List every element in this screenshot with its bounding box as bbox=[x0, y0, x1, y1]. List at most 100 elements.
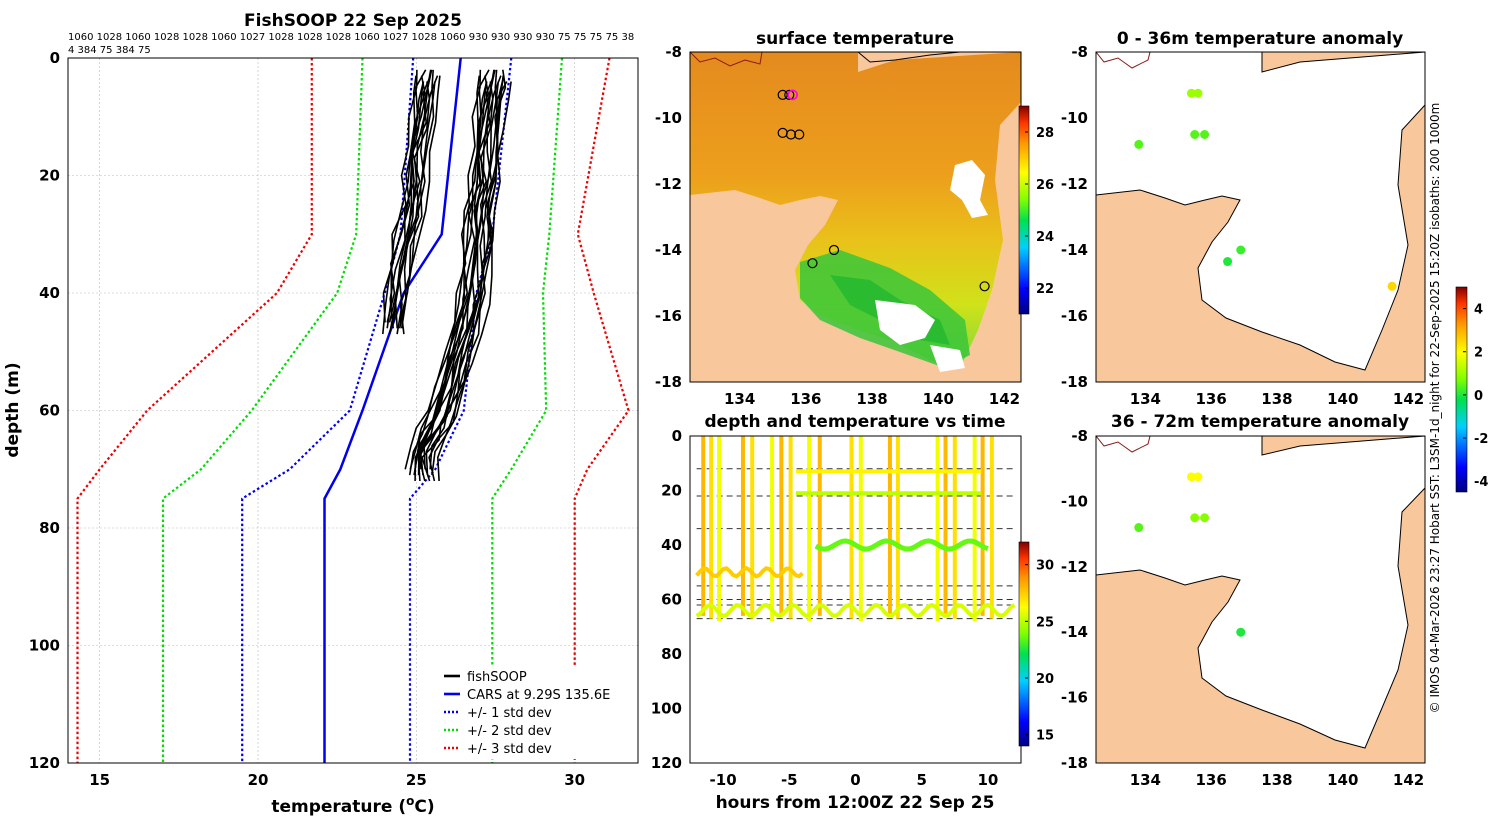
anomaly-deep-map bbox=[1096, 436, 1425, 763]
lat-tick-label: -10 bbox=[1061, 492, 1088, 510]
station-marker bbox=[777, 89, 788, 101]
depth-band-4 bbox=[814, 538, 989, 552]
time-panel: depth and temperature vs time -10 -5 0 5 100… bbox=[651, 412, 1054, 813]
colorbar-tick-label: 15 bbox=[1036, 729, 1054, 744]
y-tick-label: 0 bbox=[50, 49, 60, 67]
anomaly-point bbox=[1186, 472, 1196, 482]
depth-band-1 bbox=[695, 565, 804, 579]
lon-tick-label: 136 bbox=[790, 390, 821, 408]
fishsoop-profile-deep bbox=[436, 81, 512, 482]
colorbar-tick-label: 4 bbox=[1474, 303, 1483, 318]
fishsoop-profile-shallow bbox=[386, 75, 417, 329]
legend-label: CARS at 9.29S 135.6E bbox=[467, 688, 610, 703]
series-line-3 bbox=[76, 58, 313, 763]
hour-tick-label: 5 bbox=[916, 771, 926, 789]
time-colorbar bbox=[1018, 541, 1030, 747]
hour-tick-label: 0 bbox=[850, 771, 860, 789]
anomaly-colorbar-ticks: 4 2 0 -2 -4 bbox=[1463, 303, 1488, 490]
y-tick-label: 60 bbox=[39, 402, 60, 420]
anomaly-point bbox=[1236, 627, 1246, 637]
lat-tick-label: -14 bbox=[655, 241, 682, 259]
lon-tick-label: 142 bbox=[1393, 771, 1424, 789]
anomaly-deep-title: 36 - 72m temperature anomaly bbox=[1111, 412, 1409, 432]
anomaly-shallow-ticks: 134 136 138 140 142 -8 -10 -12 -14 -16 -18 bbox=[1061, 43, 1424, 408]
anomaly-deep-ticks: 134 136 138 140 142 -8 -10 -12 -14 -16 -18 bbox=[1061, 427, 1424, 789]
cars-location-marker bbox=[787, 89, 798, 101]
anomaly-point bbox=[1223, 257, 1233, 267]
x-tick-label: 30 bbox=[564, 771, 585, 789]
depth-tick-label: 20 bbox=[661, 482, 682, 500]
fishsoop-profile-deep bbox=[431, 75, 505, 476]
hour-tick-label: -5 bbox=[781, 771, 798, 789]
anomaly-point bbox=[1190, 513, 1200, 523]
lon-tick-label: 142 bbox=[989, 390, 1020, 408]
x-tick-label: 20 bbox=[248, 771, 269, 789]
station-marker bbox=[785, 129, 797, 140]
anomaly-shallow-points bbox=[1134, 88, 1397, 291]
station-marker bbox=[794, 129, 805, 140]
lat-tick-label: -12 bbox=[1061, 175, 1088, 193]
lat-tick-label: -16 bbox=[1061, 307, 1088, 325]
anomaly-shallow-coast bbox=[1096, 52, 1151, 69]
profile-legend: fishSOOP CARS at 9.29S 135.6E +/- 1 std de… bbox=[438, 665, 634, 759]
profile-grid bbox=[68, 57, 638, 764]
lon-tick-label: 136 bbox=[1195, 771, 1226, 789]
depth-tick-label: 40 bbox=[661, 536, 682, 554]
pressure-values-line1: 1060 1028 1060 1028 1028 1060 1027 1028 … bbox=[68, 32, 634, 43]
y-tick-label: 100 bbox=[29, 637, 60, 655]
hour-tick-label: -10 bbox=[710, 771, 737, 789]
attribution-text: © IMOS 04-Mar-2026 23:27 Hobart SST: L3S… bbox=[1428, 103, 1442, 714]
y-tick-label: 120 bbox=[29, 754, 60, 772]
anomaly-point bbox=[1236, 245, 1246, 255]
anomaly-point bbox=[1190, 130, 1200, 139]
anomaly-point bbox=[1186, 88, 1196, 98]
series-line-3 bbox=[573, 57, 630, 763]
series-line-2 bbox=[491, 57, 564, 763]
profile-xlabel: temperature (oC) bbox=[271, 794, 434, 817]
x-tick-label: 25 bbox=[406, 771, 427, 789]
anomaly-point bbox=[1134, 523, 1144, 533]
anomaly-point bbox=[1193, 88, 1203, 98]
sst-map bbox=[690, 52, 1021, 382]
lat-tick-label: -16 bbox=[1061, 689, 1088, 707]
legend-label: +/- 3 std dev bbox=[467, 742, 552, 757]
colorbar-tick-label: 0 bbox=[1474, 389, 1483, 404]
sst-water bbox=[690, 52, 1021, 368]
colorbar-tick-label: 30 bbox=[1036, 559, 1054, 574]
time-data bbox=[695, 436, 1016, 622]
anomaly-shallow-axes-box bbox=[1095, 51, 1426, 383]
fishsoop-profile-deep bbox=[418, 69, 496, 470]
profile-title: FishSOOP 22 Sep 2025 bbox=[244, 11, 462, 31]
colorbar-tick-label: -4 bbox=[1474, 475, 1488, 490]
depth-tick-label: 60 bbox=[661, 591, 682, 609]
fishsoop-profile-shallow bbox=[399, 81, 436, 335]
fishsoop-profile-shallow bbox=[382, 69, 418, 323]
y-tick-label: 80 bbox=[39, 519, 60, 537]
colorbar-tick-label: 28 bbox=[1036, 126, 1054, 141]
lon-tick-label: 140 bbox=[923, 390, 954, 408]
lat-tick-label: -14 bbox=[1061, 623, 1088, 641]
station-marker bbox=[807, 258, 818, 269]
colorbar-tick-label: 26 bbox=[1036, 178, 1054, 193]
depth-tick-label: 100 bbox=[651, 700, 682, 718]
sst-colorbar-ticks: 22 24 26 28 bbox=[1025, 126, 1054, 297]
anomaly-point bbox=[1387, 281, 1397, 291]
lon-tick-label: 134 bbox=[1130, 771, 1161, 789]
lat-tick-label: -8 bbox=[665, 43, 682, 61]
profile-axes-box bbox=[67, 57, 639, 764]
legend-label: +/- 1 std dev bbox=[467, 706, 552, 721]
colorbar-tick-label: 22 bbox=[1036, 282, 1054, 297]
sst-title: surface temperature bbox=[756, 29, 954, 49]
fishsoop-profile-shallow bbox=[392, 69, 433, 323]
anomaly-shallow-water bbox=[1096, 52, 1425, 371]
lon-tick-label: 138 bbox=[1261, 771, 1292, 789]
lat-tick-label: -16 bbox=[655, 307, 682, 325]
anomaly-deep-axes-box bbox=[1095, 435, 1426, 764]
fishsoop-profiles bbox=[382, 69, 512, 482]
hour-tick-label: 10 bbox=[977, 771, 998, 789]
lat-tick-label: -18 bbox=[1061, 754, 1088, 772]
y-tick-label: 40 bbox=[39, 284, 60, 302]
fishsoop-profile-shallow bbox=[386, 69, 427, 323]
sst-north-land bbox=[857, 52, 961, 63]
anomaly-shallow-map bbox=[1096, 52, 1425, 382]
